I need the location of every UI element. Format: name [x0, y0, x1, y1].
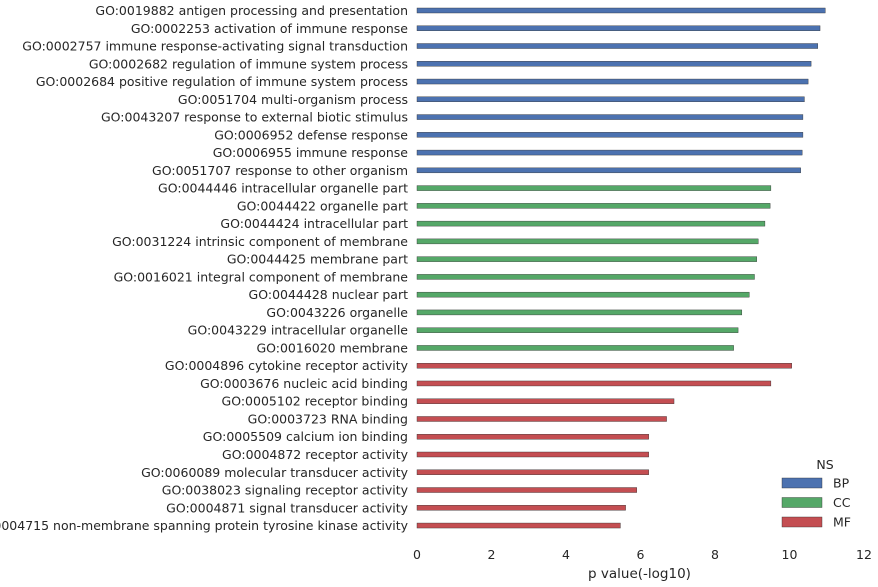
- category-label: GO:0002757 immune response-activating si…: [22, 39, 408, 54]
- bar: [416, 238, 759, 245]
- bar: [416, 345, 734, 351]
- category-label: GO:0004715 non-membrane spanning protein…: [0, 518, 409, 533]
- x-tick-label: 12: [856, 547, 872, 562]
- bar: [416, 487, 637, 493]
- bar: [416, 149, 803, 156]
- category-label: GO:0044422 organelle part: [237, 198, 408, 213]
- bar: [416, 522, 621, 529]
- category-label: GO:0006952 defense response: [214, 127, 408, 142]
- bar: [416, 25, 821, 31]
- legend: NS BP CC MF: [781, 457, 851, 530]
- bar: [416, 434, 649, 440]
- x-tick-label: 2: [488, 547, 496, 562]
- bars-group: [416, 7, 826, 529]
- x-axis-ticks: 0 2 4 6 8 10 12: [413, 547, 872, 562]
- bar: [416, 309, 743, 316]
- legend-swatch: [781, 516, 823, 528]
- bar: [416, 363, 792, 369]
- category-label: GO:0043207 response to external biotic s…: [101, 110, 408, 125]
- legend-swatch: [781, 477, 823, 489]
- category-label: GO:0044446 intracellular organelle part: [158, 181, 408, 196]
- bar: [416, 451, 649, 458]
- bar: [416, 469, 649, 475]
- category-label: GO:0044425 membrane part: [227, 252, 408, 267]
- category-label: GO:0002684 positive regulation of immune…: [36, 74, 408, 89]
- bar: [416, 380, 772, 387]
- category-label: GO:0060089 molecular transducer activity: [141, 465, 409, 480]
- x-tick-label: 4: [562, 547, 570, 562]
- category-label: GO:0051704 multi-organism process: [178, 92, 408, 107]
- bar: [416, 132, 804, 138]
- bar: [416, 114, 804, 120]
- bar: [416, 256, 757, 262]
- category-label: GO:0044424 intracellular part: [220, 216, 408, 231]
- category-label: GO:0003723 RNA binding: [248, 411, 408, 426]
- x-tick-label: 8: [711, 547, 719, 562]
- legend-label: BP: [833, 476, 850, 491]
- category-label: GO:0004896 cytokine receptor activity: [165, 358, 409, 373]
- bar: [416, 78, 809, 85]
- category-label: GO:0016021 integral component of membran…: [114, 269, 409, 284]
- legend-label: CC: [833, 495, 851, 510]
- category-label: GO:0043229 intracellular organelle: [188, 323, 409, 338]
- category-label: GO:0043226 organelle: [266, 305, 408, 320]
- category-label: GO:0002682 regulation of immune system p…: [89, 56, 408, 71]
- bar: [416, 7, 826, 14]
- category-label: GO:0019882 antigen processing and presen…: [95, 3, 408, 18]
- category-labels: GO:0019882 antigen processing and presen…: [0, 3, 409, 533]
- x-axis-title: p value(-log10): [588, 566, 691, 582]
- bar: [416, 203, 771, 209]
- x-tick-label: 6: [637, 547, 645, 562]
- bar: [416, 505, 626, 511]
- category-label: GO:0005102 receptor binding: [222, 394, 408, 409]
- bar: [416, 291, 750, 298]
- category-label: GO:0051707 response to other organism: [152, 163, 408, 178]
- bar: [416, 327, 739, 333]
- category-label: GO:0016020 membrane: [256, 340, 408, 355]
- legend-swatch: [781, 497, 823, 508]
- bar: [416, 416, 667, 422]
- bar: [416, 185, 772, 191]
- bar: [416, 43, 819, 49]
- legend-label: MF: [833, 515, 851, 530]
- bar: [416, 61, 812, 67]
- bar: [416, 398, 675, 404]
- bar: [416, 220, 766, 227]
- category-label: GO:0004872 receptor activity: [222, 447, 409, 462]
- category-label: GO:0031224 intrinsic component of membra…: [112, 234, 408, 249]
- bar: [416, 274, 755, 280]
- category-label: GO:0006955 immune response: [213, 145, 409, 160]
- bar: [416, 96, 805, 103]
- category-label: GO:0044428 nuclear part: [249, 287, 409, 302]
- category-label: GO:0004871 signal transducer activity: [166, 500, 408, 515]
- category-label: GO:0005509 calcium ion binding: [203, 429, 408, 444]
- x-tick-label: 10: [782, 547, 798, 562]
- legend-title: NS: [816, 457, 833, 472]
- x-tick-label: 0: [413, 547, 421, 562]
- category-label: GO:0002253 activation of immune response: [131, 21, 408, 36]
- category-label: GO:0038023 signaling receptor activity: [162, 483, 409, 498]
- category-label: GO:0003676 nucleic acid binding: [200, 376, 408, 391]
- bar: [416, 167, 801, 174]
